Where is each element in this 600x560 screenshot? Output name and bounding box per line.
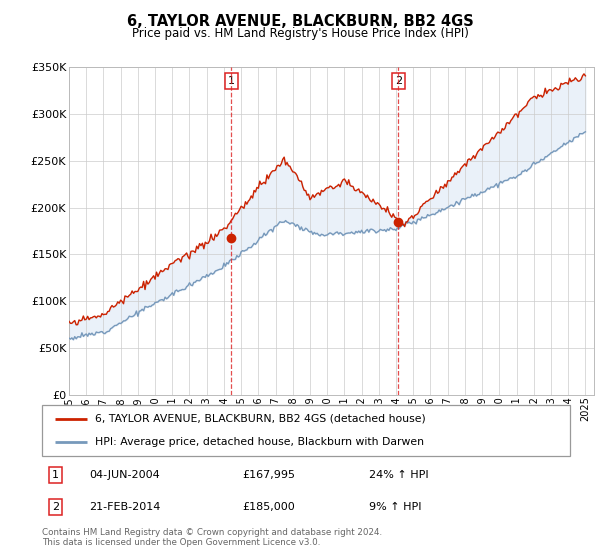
Text: £185,000: £185,000 [242,502,295,512]
Text: 1: 1 [228,76,235,86]
Text: 6, TAYLOR AVENUE, BLACKBURN, BB2 4GS: 6, TAYLOR AVENUE, BLACKBURN, BB2 4GS [127,14,473,29]
Text: 2: 2 [52,502,59,512]
Text: 04-JUN-2004: 04-JUN-2004 [89,470,160,480]
FancyBboxPatch shape [42,405,570,456]
Text: 6, TAYLOR AVENUE, BLACKBURN, BB2 4GS (detached house): 6, TAYLOR AVENUE, BLACKBURN, BB2 4GS (de… [95,414,425,424]
Text: Price paid vs. HM Land Registry's House Price Index (HPI): Price paid vs. HM Land Registry's House … [131,27,469,40]
Text: 21-FEB-2014: 21-FEB-2014 [89,502,161,512]
Text: 24% ↑ HPI: 24% ↑ HPI [370,470,429,480]
Text: HPI: Average price, detached house, Blackburn with Darwen: HPI: Average price, detached house, Blac… [95,437,424,447]
Text: 9% ↑ HPI: 9% ↑ HPI [370,502,422,512]
Text: Contains HM Land Registry data © Crown copyright and database right 2024.
This d: Contains HM Land Registry data © Crown c… [42,528,382,547]
Text: 1: 1 [52,470,59,480]
Text: 2: 2 [395,76,402,86]
Text: £167,995: £167,995 [242,470,296,480]
